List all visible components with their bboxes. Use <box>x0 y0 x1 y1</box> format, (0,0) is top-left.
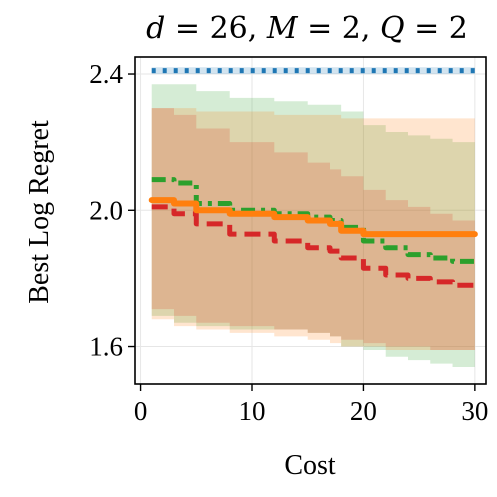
y-tick-label-1: 2.0 <box>89 195 123 225</box>
title-part-5: = 2 <box>405 11 468 46</box>
x-tick-label-0: 0 <box>134 396 148 426</box>
title-part-3: = 2, <box>298 11 380 46</box>
confidence-bands <box>151 67 475 367</box>
x-axis-ticks: 0 10 20 30 <box>134 384 488 426</box>
title-part-1: = 26, <box>165 11 266 46</box>
series-line-3 <box>148 197 478 238</box>
title-part-0: d <box>146 11 165 46</box>
y-tick-label-2: 2.4 <box>89 59 123 89</box>
x-tick-label-3: 30 <box>461 396 488 426</box>
x-tick-label-1: 10 <box>239 396 266 426</box>
series-line-1 <box>151 177 475 264</box>
title-part-2: M <box>266 11 299 46</box>
x-tick-label-2: 20 <box>350 396 377 426</box>
x-axis-label: Cost <box>284 450 336 481</box>
series-lines <box>148 68 478 289</box>
series-line-2 <box>151 204 478 289</box>
y-axis-ticks: 1.6 2.0 2.4 <box>89 59 135 362</box>
band-3 <box>151 108 475 350</box>
y-tick-label-0: 1.6 <box>89 332 123 362</box>
band-2 <box>151 108 475 350</box>
band-0 <box>151 67 475 75</box>
chart-title: d = 26, M = 2, Q = 2 <box>146 11 468 46</box>
title-part-4: Q <box>380 11 405 46</box>
y-axis-label: Best Log Regret <box>24 120 55 304</box>
plot-frame <box>134 56 487 385</box>
band-1 <box>151 84 475 367</box>
